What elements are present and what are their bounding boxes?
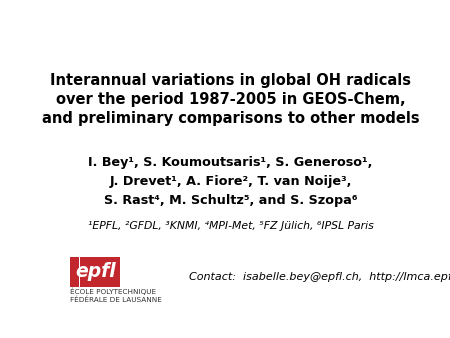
Bar bbox=[69, 257, 80, 287]
Bar bbox=[69, 257, 120, 287]
Text: J. Drevet¹, A. Fiore², T. van Noije³,: J. Drevet¹, A. Fiore², T. van Noije³, bbox=[109, 175, 352, 188]
Text: S. Rast⁴, M. Schultz⁵, and S. Szopa⁶: S. Rast⁴, M. Schultz⁵, and S. Szopa⁶ bbox=[104, 194, 357, 207]
Text: over the period 1987-2005 in GEOS-Chem,: over the period 1987-2005 in GEOS-Chem, bbox=[56, 92, 405, 107]
Text: ¹EPFL, ²GFDL, ³KNMI, ⁴MPI-Met, ⁵FZ Jülich, ⁶IPSL Paris: ¹EPFL, ²GFDL, ³KNMI, ⁴MPI-Met, ⁵FZ Jülic… bbox=[88, 221, 374, 232]
Text: epfl: epfl bbox=[76, 262, 116, 281]
Text: I. Bey¹, S. Koumoutsaris¹, S. Generoso¹,: I. Bey¹, S. Koumoutsaris¹, S. Generoso¹, bbox=[89, 156, 373, 169]
Text: Contact:  isabelle.bey@epfl.ch,  http://lmca.epfl.ch: Contact: isabelle.bey@epfl.ch, http://lm… bbox=[189, 272, 450, 282]
Text: ÉCOLE POLYTECHNIQUE
FÉDÉRALE DE LAUSANNE: ÉCOLE POLYTECHNIQUE FÉDÉRALE DE LAUSANNE bbox=[69, 288, 162, 304]
Text: and preliminary comparisons to other models: and preliminary comparisons to other mod… bbox=[42, 111, 419, 126]
Text: Interannual variations in global OH radicals: Interannual variations in global OH radi… bbox=[50, 73, 411, 88]
Bar bbox=[69, 257, 79, 287]
